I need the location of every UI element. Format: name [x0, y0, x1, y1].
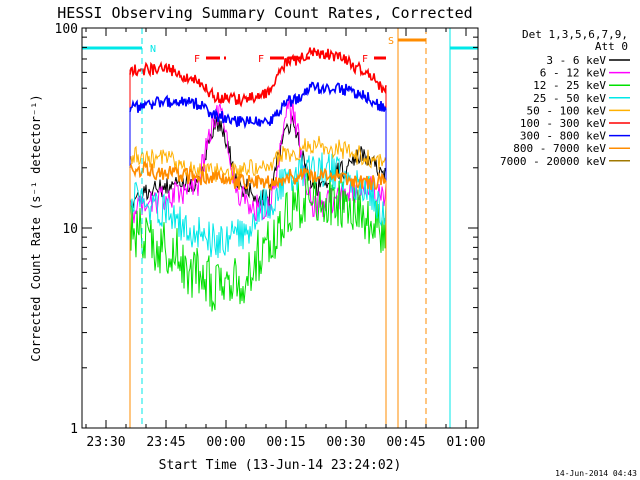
series-line-7 [129, 81, 387, 130]
annotation-label-flare-4: F [258, 54, 264, 65]
x-axis-label: Start Time (13-Jun-14 23:24:02) [159, 458, 402, 473]
y-axis-label: Corrected Count Rate (s⁻¹ detector⁻¹) [29, 94, 43, 361]
plot-area [129, 47, 387, 428]
series-line-4 [129, 152, 387, 259]
legend-label-8: 800 - 7000 keV [513, 142, 606, 155]
legend-label-9: 7000 - 20000 keV [500, 155, 606, 168]
legend-label-4: 25 - 50 keV [533, 92, 606, 105]
legend-label-5: 50 - 100 keV [527, 104, 607, 117]
legend-label-2: 6 - 12 keV [540, 67, 607, 80]
annotation-label-flare-3: F [194, 54, 200, 65]
x-tick-label-6: 01:00 [446, 435, 485, 450]
annotation-label-saa-6: S [388, 36, 394, 47]
timestamp: 14-Jun-2014 04:43 [555, 469, 637, 478]
chart-title: HESSI Observing Summary Count Rates, Cor… [57, 4, 472, 22]
x-tick-label-0: 23:30 [86, 435, 125, 450]
series-line-5 [129, 135, 387, 185]
annotation-label-night-1: N [150, 44, 156, 55]
x-tick-label-1: 23:45 [146, 435, 185, 450]
legend-header-1: Att 0 [595, 40, 628, 53]
legend-label-3: 12 - 25 keV [533, 79, 606, 92]
y-tick-label-2: 100 [55, 22, 78, 37]
y-tick-label-1: 10 [62, 222, 78, 237]
series-line-8 [129, 161, 387, 192]
legend-label-6: 100 - 300 keV [520, 117, 606, 130]
x-tick-label-2: 00:00 [206, 435, 245, 450]
axes: 23:30 23:45 00:00 00:15 00:30 00:45 01:00 1 10 10… [55, 22, 486, 450]
x-tick-label-4: 00:30 [326, 435, 365, 450]
legend-label-7: 300 - 800 keV [520, 130, 606, 143]
y-tick-label-0: 1 [70, 422, 78, 437]
x-tick-label-5: 00:45 [386, 435, 425, 450]
x-tick-label-3: 00:15 [266, 435, 305, 450]
series-line-3 [129, 171, 387, 312]
annotation-layer: N F F F S [82, 28, 478, 428]
series-line-6 [129, 47, 387, 108]
legend-label-1: 3 - 6 keV [546, 54, 606, 67]
legend-header-0: Det 1,3,5,6,7,9, [522, 28, 628, 41]
annotation-label-flare-5: F [362, 54, 368, 65]
